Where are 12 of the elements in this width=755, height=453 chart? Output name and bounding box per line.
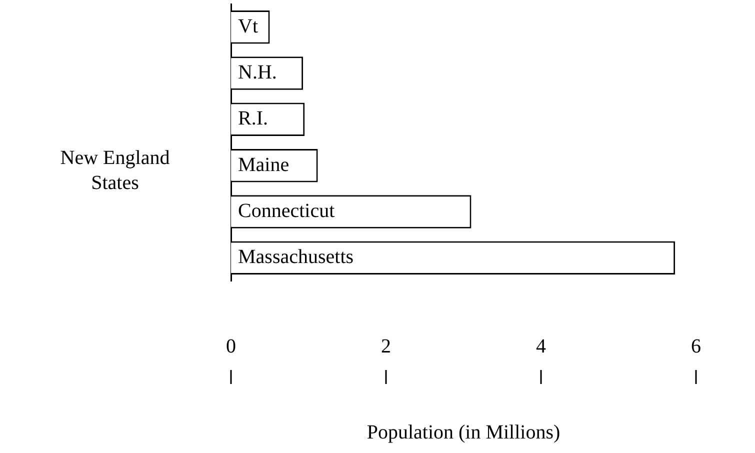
x-tick-label: 6 (691, 335, 701, 358)
y-tick-label: Massachusetts (238, 246, 354, 268)
x-tick-label: 4 (536, 335, 546, 358)
y-tick-label: R.I. (238, 108, 268, 130)
y-tick-label: N.H. (238, 62, 277, 84)
y-axis-title: New England States (59, 146, 171, 196)
y-tick-label: Vt (238, 15, 258, 38)
y-tick-label: Maine (238, 154, 290, 176)
x-tick-label: 0 (226, 335, 236, 358)
y-tick-label: Connecticut (238, 200, 336, 222)
x-axis-title: Population (in Millions) (366, 421, 560, 444)
x-tick-label: 2 (381, 335, 391, 358)
